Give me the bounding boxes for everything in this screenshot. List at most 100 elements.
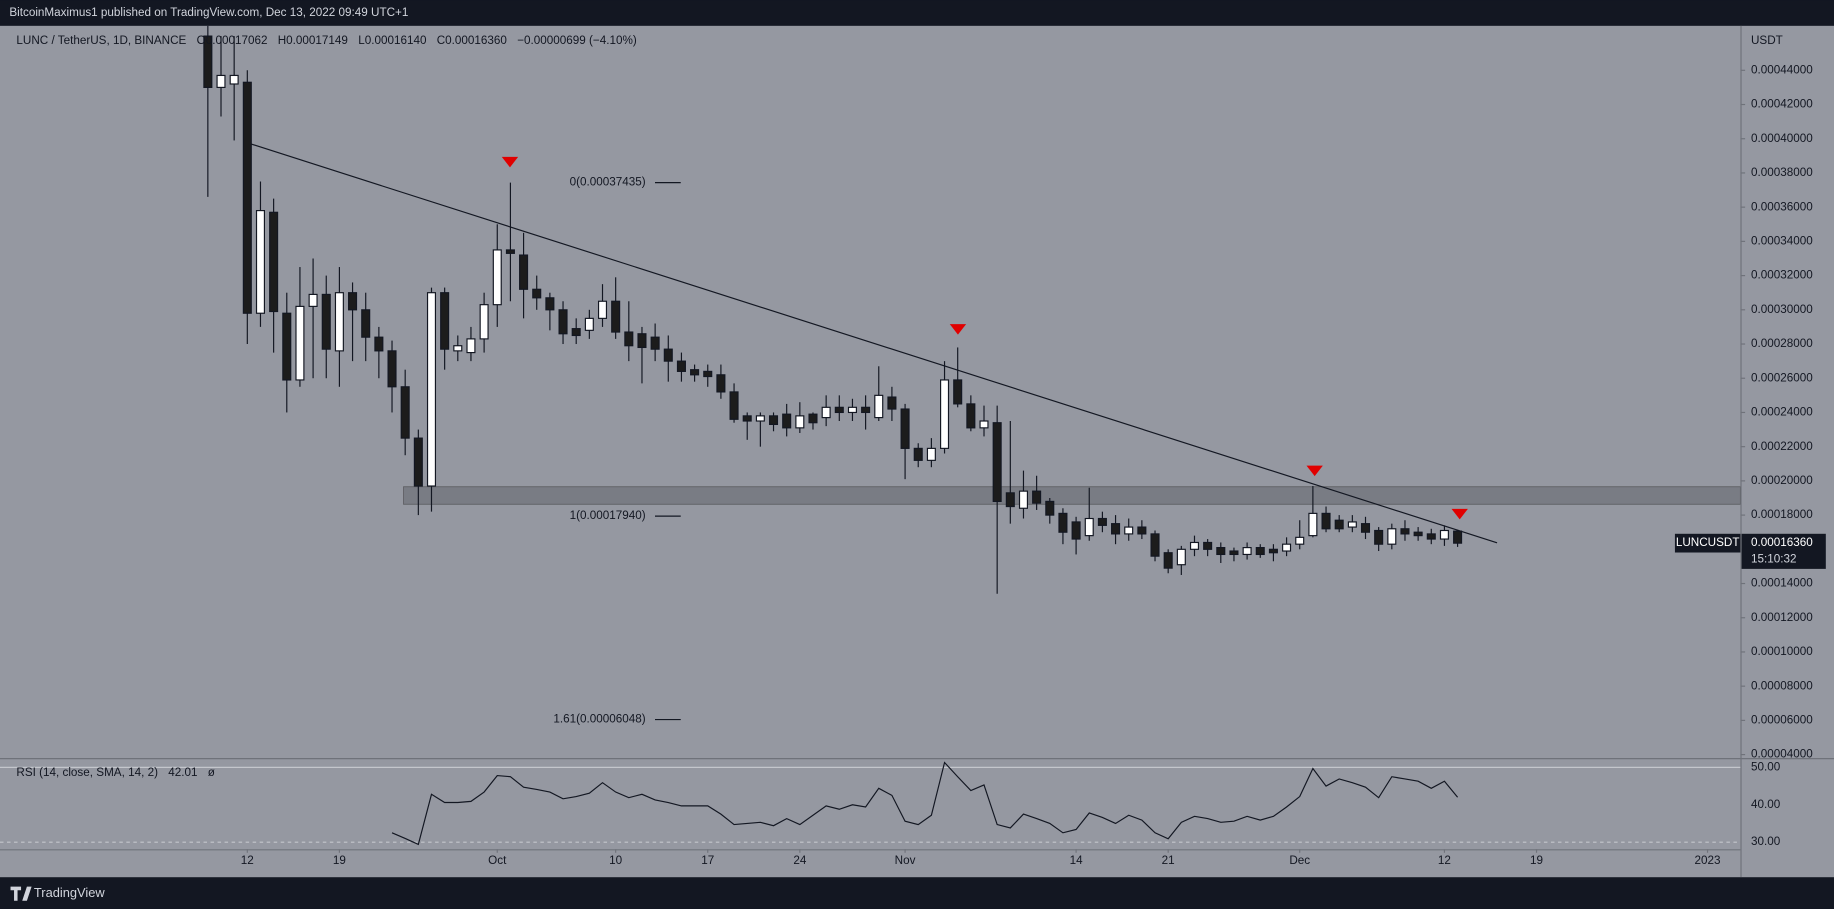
y-tick-label: 0.00042000 bbox=[1751, 98, 1813, 111]
quote-value: 0.00016360 bbox=[445, 34, 507, 47]
peak-marker bbox=[1306, 465, 1323, 477]
candle-body bbox=[571, 328, 581, 337]
candle-body bbox=[426, 292, 437, 487]
candle-body bbox=[1005, 492, 1015, 508]
quote-change: −0.00000699 (−4.10%) bbox=[517, 34, 637, 47]
candle-body bbox=[308, 293, 318, 307]
candle-body bbox=[282, 312, 292, 381]
quote-value: 0.00017062 bbox=[206, 34, 268, 47]
y-axis-unit: USDT bbox=[1751, 34, 1783, 47]
candle-body bbox=[348, 292, 358, 311]
candle-body bbox=[374, 336, 384, 352]
candle-body bbox=[1084, 517, 1094, 537]
candle-body bbox=[808, 413, 818, 424]
bottom-bar bbox=[0, 877, 1834, 909]
candle-body bbox=[1111, 523, 1121, 535]
candle-body bbox=[400, 386, 410, 439]
candle-body bbox=[1400, 528, 1410, 535]
candle-body bbox=[1137, 526, 1147, 535]
candle-body bbox=[1242, 547, 1252, 556]
y-tick-label: 0.00010000 bbox=[1751, 645, 1813, 658]
candle-body bbox=[519, 254, 529, 290]
candle-body bbox=[1045, 500, 1055, 516]
candle-body bbox=[334, 292, 344, 352]
rsi-value: 42.01 bbox=[168, 766, 197, 779]
candle-body bbox=[532, 288, 542, 299]
candle-body bbox=[545, 297, 555, 311]
candle-body bbox=[321, 293, 331, 350]
candle-body bbox=[1308, 512, 1318, 537]
candle-body bbox=[900, 408, 910, 449]
x-tick-label: 12 bbox=[1438, 854, 1451, 867]
candle-body bbox=[1097, 517, 1107, 526]
candle-body bbox=[203, 35, 213, 88]
candle-body bbox=[1032, 490, 1042, 504]
candle-body bbox=[269, 211, 279, 313]
candle-body bbox=[1189, 541, 1200, 550]
candle-body bbox=[966, 403, 976, 429]
peak-markers bbox=[501, 156, 1468, 520]
candle-body bbox=[1295, 536, 1305, 545]
candle-body bbox=[979, 420, 989, 429]
candle-body bbox=[1018, 490, 1029, 509]
candle-body bbox=[821, 406, 831, 419]
candle-body bbox=[242, 81, 252, 314]
candle-body bbox=[1203, 541, 1213, 550]
rsi-name: RSI (14, close, SMA, 14, 2) bbox=[16, 766, 158, 779]
candle-body bbox=[255, 210, 266, 314]
candle-body bbox=[690, 369, 700, 376]
candle-body bbox=[874, 394, 884, 419]
candle-body bbox=[1163, 552, 1173, 569]
candle-body bbox=[861, 406, 871, 414]
candle-body bbox=[584, 317, 594, 331]
rsi-tick-label: 40.00 bbox=[1751, 798, 1781, 811]
rsi-legend: RSI (14, close, SMA, 14, 2) 42.01 ø bbox=[16, 766, 215, 779]
brand-logo bbox=[10, 886, 32, 901]
candle-body bbox=[479, 304, 489, 340]
rsi-symbol: ø bbox=[208, 766, 215, 779]
y-tick-label: 0.00038000 bbox=[1751, 166, 1813, 179]
x-tick-label: 2023 bbox=[1695, 854, 1721, 867]
candle-body bbox=[1387, 528, 1397, 545]
candle-body bbox=[782, 413, 792, 429]
candle-body bbox=[295, 305, 305, 381]
y-tick-label: 0.00028000 bbox=[1751, 337, 1813, 350]
symbol-title: LUNC / TetherUS, 1D, BINANCE bbox=[16, 34, 186, 47]
y-tick-label: 0.00030000 bbox=[1751, 303, 1813, 316]
price-tag bbox=[1674, 533, 1741, 553]
countdown: 15:10:32 bbox=[1751, 553, 1797, 566]
candle-body bbox=[716, 374, 726, 393]
brand-name[interactable]: TradingView bbox=[34, 885, 105, 900]
candle-body bbox=[742, 415, 752, 422]
x-tick-label: 19 bbox=[333, 854, 346, 867]
y-tick-label: 0.00032000 bbox=[1751, 269, 1813, 282]
quote-key: L bbox=[358, 34, 365, 47]
candle-body bbox=[413, 437, 423, 487]
candle-body bbox=[1413, 531, 1423, 537]
trendline bbox=[251, 143, 1498, 544]
y-tick-label: 0.00004000 bbox=[1751, 748, 1813, 761]
candle-body bbox=[795, 415, 805, 429]
rsi-tick-label: 30.00 bbox=[1751, 835, 1781, 848]
candle-body bbox=[387, 350, 397, 388]
peak-marker bbox=[949, 324, 967, 335]
candle-body bbox=[887, 396, 897, 410]
candle-body bbox=[637, 333, 647, 349]
candle-body bbox=[926, 447, 936, 461]
rsi-line bbox=[391, 761, 1459, 846]
candle-body bbox=[558, 309, 568, 335]
candle-body bbox=[492, 249, 502, 306]
candle-body bbox=[755, 415, 765, 422]
y-tick-label: 0.00020000 bbox=[1751, 474, 1813, 487]
support-zone bbox=[403, 486, 1741, 505]
x-tick-label: 14 bbox=[1070, 854, 1084, 867]
candle-body bbox=[1360, 523, 1371, 533]
price-pane: 0(0.00037435) 1(0.00017940) 1.61(0.0000604… bbox=[203, 25, 1741, 726]
y-tick-label: 0.00008000 bbox=[1751, 679, 1813, 692]
x-tick-label: 24 bbox=[793, 854, 807, 867]
candle-body bbox=[1439, 529, 1449, 540]
candle-body bbox=[216, 74, 226, 88]
fib-label: 1(0.00017940) bbox=[570, 509, 646, 522]
